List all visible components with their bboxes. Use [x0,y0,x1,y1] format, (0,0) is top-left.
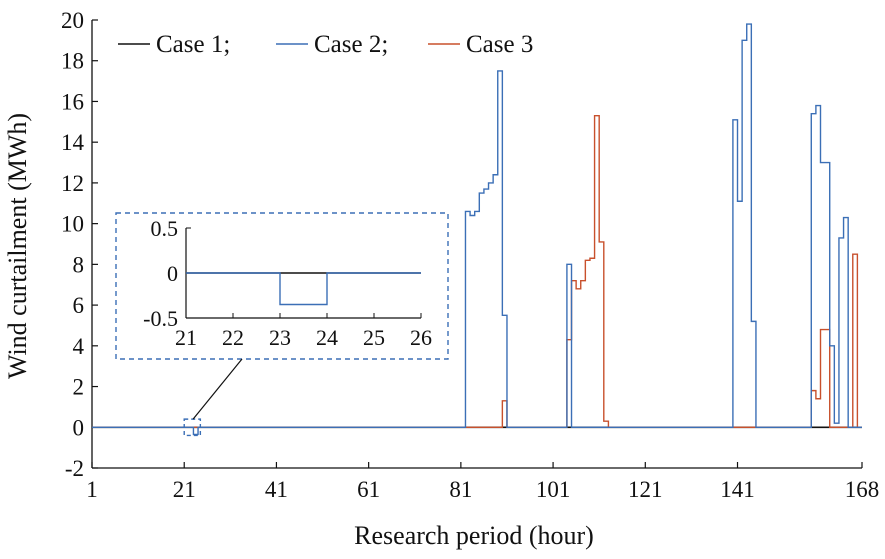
x-tick-label: 141 [720,477,755,502]
legend-label-case2: Case 2; [314,31,388,58]
x-axis-label: Research period (hour) [354,521,594,550]
inset-frame [115,212,449,360]
x-tick-label: 168 [845,477,880,502]
series-line-case2 [92,23,862,436]
x-tick-label: 101 [536,477,571,502]
x-tick-label: 81 [449,477,472,502]
inset-y-tick-label: 0.5 [151,216,179,241]
legend-label-case1: Case 1; [156,31,230,58]
inset-x-tick-label: 21 [175,325,197,350]
x-tick-label: 61 [357,477,380,502]
legend-label-case3: Case 3 [466,31,533,58]
series-line-case3 [92,115,862,428]
inset-x-tick-label: 24 [316,325,338,350]
y-axis-label: Wind curtailment (MWh) [3,113,32,379]
inset-x-tick-label: 25 [363,325,385,350]
inset-x-tick-label: 22 [222,325,244,350]
y-tick-label: 4 [73,334,85,359]
y-tick-label: 0 [73,415,85,440]
y-tick-label: -2 [65,456,84,481]
inset-x-tick-label: 23 [269,325,291,350]
legend: Case 1; Case 2; Case 3 [118,31,533,58]
main-series [92,23,862,436]
y-tick-label: 16 [61,89,84,114]
y-tick-label: 10 [61,212,84,237]
inset-source-region [183,418,202,437]
x-tick-label: 21 [173,477,196,502]
x-tick-label: 41 [265,477,288,502]
inset-y-tick-label: 0 [167,261,178,286]
inset-zoom: -0.5 0 0.5 21 22 23 24 25 26 [115,212,449,437]
y-tick-label: 12 [61,171,84,196]
y-tick-label: 14 [61,130,85,155]
y-tick-label: 20 [61,8,84,33]
y-tick-label: 2 [73,375,85,400]
y-tick-label: 18 [61,49,84,74]
inset-x-tick-label: 26 [410,325,432,350]
inset-connector [192,358,243,420]
inset-y-tick-label: -0.5 [143,306,178,331]
x-tick-label: 121 [628,477,663,502]
x-tick-label: 1 [86,477,98,502]
y-tick-label: 8 [73,252,85,277]
y-tick-label: 6 [73,293,85,318]
